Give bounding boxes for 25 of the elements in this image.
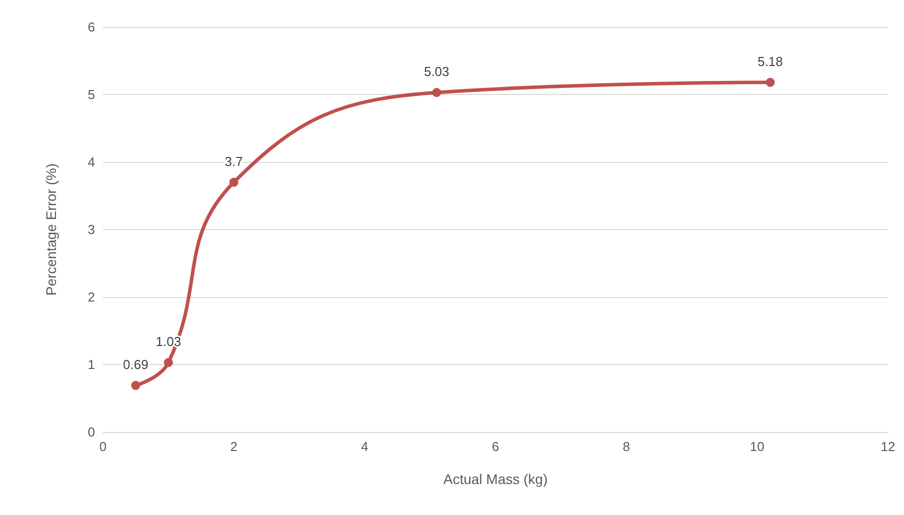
x-tick-label: 6 bbox=[492, 439, 500, 454]
point bbox=[766, 78, 775, 87]
y-tick-label: 6 bbox=[88, 20, 95, 34]
y-tick-label: 5 bbox=[88, 87, 95, 102]
data-label: 3.7 bbox=[224, 154, 243, 169]
data-label: 0.69 bbox=[123, 356, 148, 372]
point bbox=[229, 178, 238, 187]
x-tick-label: 8 bbox=[622, 439, 630, 454]
x-tick-label: 4 bbox=[361, 439, 368, 454]
point bbox=[164, 358, 173, 367]
y-tick-label: 4 bbox=[88, 154, 95, 170]
x-tick-label: 10 bbox=[750, 439, 764, 454]
x-axis-title: Actual Mass (kg) bbox=[443, 471, 548, 487]
x-tick-label: 2 bbox=[230, 439, 238, 454]
x-tick-label: 12 bbox=[880, 439, 896, 454]
y-tick-label: 3 bbox=[88, 222, 95, 237]
point bbox=[432, 88, 442, 97]
data-label: 5.03 bbox=[424, 64, 450, 79]
y-tick-label: 1 bbox=[88, 357, 95, 372]
y-tick-label: 0 bbox=[88, 424, 95, 440]
y-tick-label: 2 bbox=[88, 290, 95, 304]
point bbox=[131, 380, 140, 390]
y-axis-title: Percentage Error (%) bbox=[43, 163, 59, 296]
x-tick-label: 0 bbox=[99, 439, 107, 454]
data-label: 5.18 bbox=[758, 54, 783, 69]
